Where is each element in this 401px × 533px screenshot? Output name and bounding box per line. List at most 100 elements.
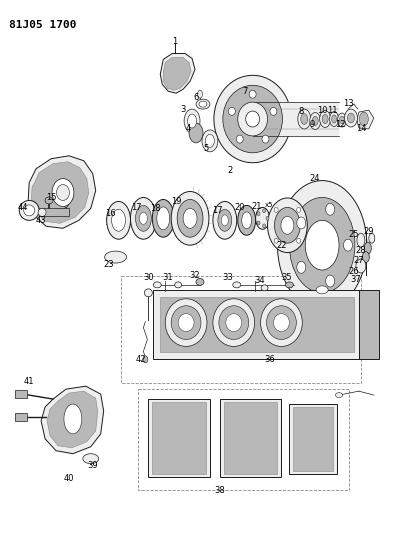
Ellipse shape <box>196 99 210 109</box>
Ellipse shape <box>38 208 46 216</box>
Ellipse shape <box>152 199 174 237</box>
Polygon shape <box>28 156 96 228</box>
Ellipse shape <box>236 135 243 143</box>
Ellipse shape <box>332 115 336 123</box>
Ellipse shape <box>226 314 242 332</box>
Ellipse shape <box>261 299 302 346</box>
Ellipse shape <box>144 289 152 297</box>
Ellipse shape <box>286 282 294 288</box>
Ellipse shape <box>233 282 241 288</box>
Ellipse shape <box>105 251 127 263</box>
Ellipse shape <box>157 207 170 230</box>
Ellipse shape <box>214 75 292 163</box>
Ellipse shape <box>83 454 99 464</box>
Ellipse shape <box>199 101 207 107</box>
Ellipse shape <box>213 299 255 346</box>
Text: 8: 8 <box>299 107 304 116</box>
Ellipse shape <box>262 135 269 143</box>
Text: 81J05 1700: 81J05 1700 <box>9 20 77 30</box>
Ellipse shape <box>326 203 334 215</box>
Bar <box>160 297 354 352</box>
Ellipse shape <box>213 201 237 239</box>
Ellipse shape <box>267 198 307 253</box>
Polygon shape <box>163 58 191 90</box>
Bar <box>153 290 362 359</box>
Ellipse shape <box>270 107 277 115</box>
Ellipse shape <box>219 306 249 340</box>
Text: 25: 25 <box>349 230 359 239</box>
Ellipse shape <box>305 220 339 270</box>
Ellipse shape <box>263 224 265 228</box>
Ellipse shape <box>171 191 209 245</box>
Text: 26: 26 <box>348 268 359 277</box>
Ellipse shape <box>356 259 366 273</box>
Ellipse shape <box>202 130 218 152</box>
Ellipse shape <box>273 314 290 332</box>
Polygon shape <box>47 391 98 448</box>
Text: 39: 39 <box>87 461 98 470</box>
Ellipse shape <box>111 209 126 231</box>
Ellipse shape <box>357 233 365 247</box>
Text: 27: 27 <box>354 255 364 264</box>
Ellipse shape <box>316 286 328 294</box>
Text: 9: 9 <box>310 120 315 130</box>
Ellipse shape <box>344 239 352 251</box>
Polygon shape <box>160 53 195 93</box>
Ellipse shape <box>365 242 371 254</box>
Text: 5: 5 <box>203 144 209 154</box>
Ellipse shape <box>326 275 334 287</box>
Ellipse shape <box>255 207 269 229</box>
Ellipse shape <box>136 205 151 231</box>
Bar <box>359 290 379 359</box>
Bar <box>290 404 337 473</box>
Text: 35: 35 <box>281 273 292 282</box>
Ellipse shape <box>205 134 215 147</box>
Text: 28: 28 <box>356 246 366 255</box>
Ellipse shape <box>344 109 357 127</box>
Ellipse shape <box>320 110 330 127</box>
Text: 1: 1 <box>172 37 178 46</box>
Bar <box>15 413 27 421</box>
Text: 15: 15 <box>46 193 56 202</box>
Text: 24: 24 <box>309 174 320 183</box>
Ellipse shape <box>246 111 259 127</box>
Ellipse shape <box>266 216 269 220</box>
Ellipse shape <box>238 205 255 235</box>
Ellipse shape <box>249 90 256 98</box>
Text: 23: 23 <box>103 260 114 269</box>
Ellipse shape <box>24 205 34 216</box>
Text: 14: 14 <box>356 125 366 133</box>
Bar <box>148 399 210 477</box>
Text: 32: 32 <box>190 271 200 280</box>
Bar <box>39 208 69 216</box>
Text: 16: 16 <box>105 209 116 218</box>
Ellipse shape <box>340 116 344 124</box>
Ellipse shape <box>336 393 342 398</box>
Bar <box>15 390 27 398</box>
Ellipse shape <box>277 181 367 310</box>
Ellipse shape <box>297 238 301 243</box>
Ellipse shape <box>297 207 301 212</box>
Ellipse shape <box>52 179 74 206</box>
Ellipse shape <box>177 199 203 237</box>
Ellipse shape <box>274 207 278 212</box>
Text: 44: 44 <box>18 203 28 212</box>
Ellipse shape <box>189 123 203 143</box>
Text: 12: 12 <box>335 120 345 130</box>
Ellipse shape <box>175 282 182 288</box>
Ellipse shape <box>242 212 252 229</box>
Ellipse shape <box>130 198 156 239</box>
Ellipse shape <box>297 261 306 273</box>
Text: 30: 30 <box>143 273 154 282</box>
Text: 20: 20 <box>235 203 245 212</box>
Text: 11: 11 <box>327 106 337 115</box>
Text: x5: x5 <box>265 203 274 208</box>
Text: 38: 38 <box>215 486 225 495</box>
Text: 37: 37 <box>350 276 361 285</box>
Ellipse shape <box>184 109 200 133</box>
Ellipse shape <box>347 113 354 123</box>
Ellipse shape <box>165 299 207 346</box>
Text: 36: 36 <box>264 355 275 364</box>
Ellipse shape <box>64 404 82 434</box>
Ellipse shape <box>196 278 204 285</box>
